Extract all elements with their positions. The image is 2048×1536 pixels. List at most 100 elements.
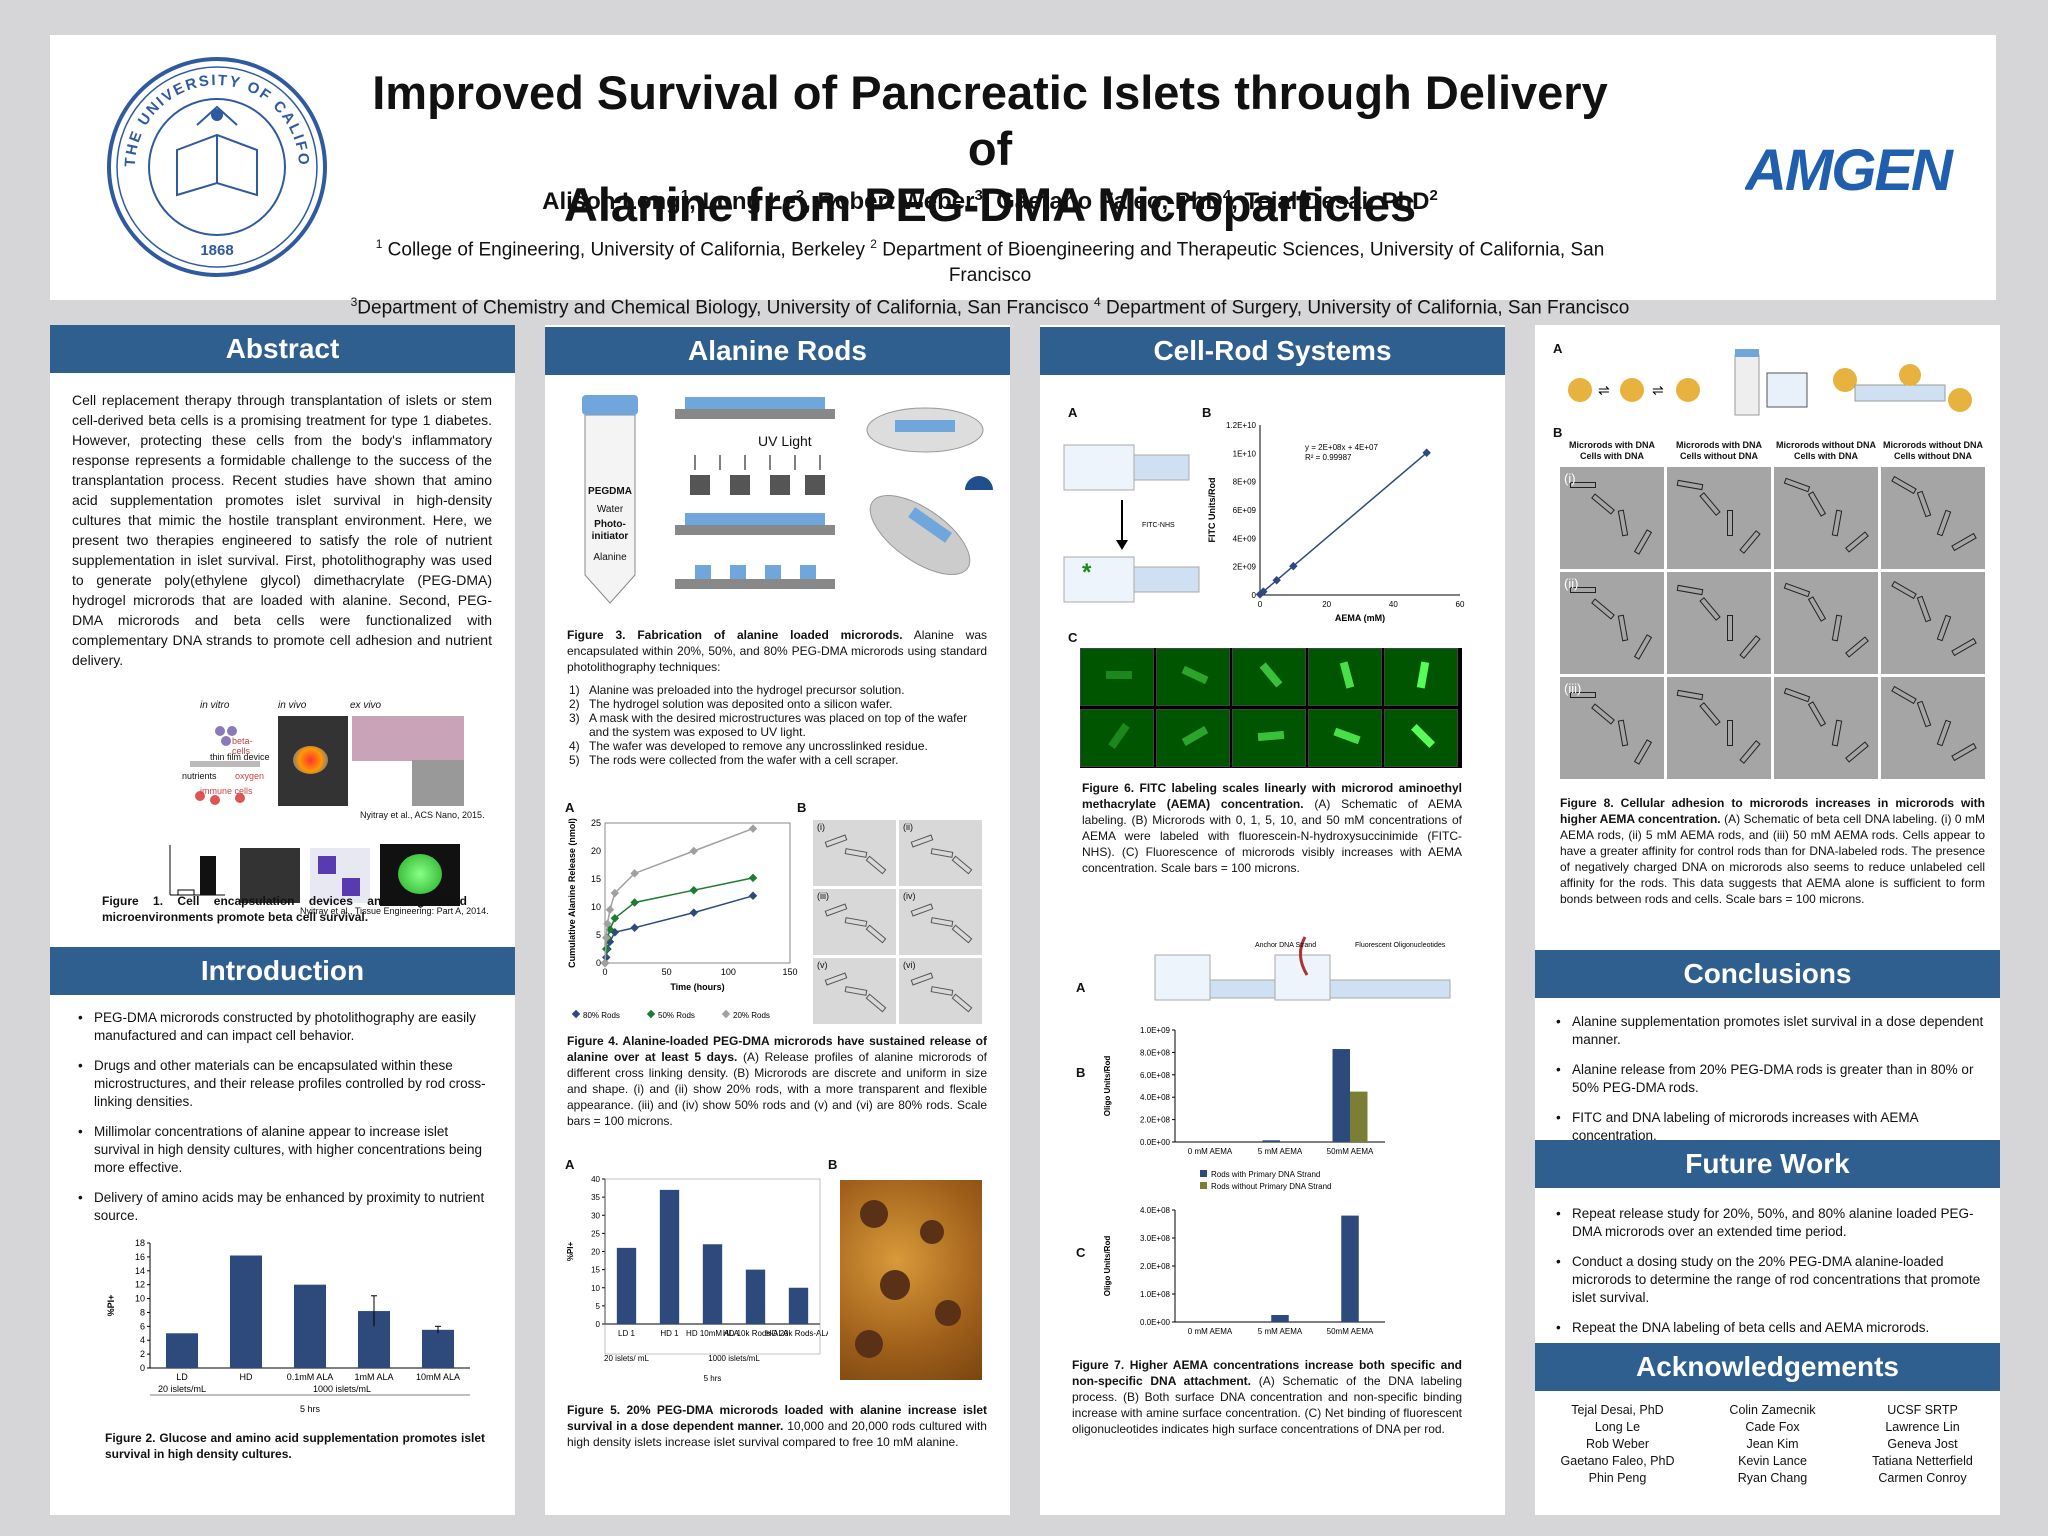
fig6-green-rod (1257, 730, 1285, 742)
data-point (630, 923, 639, 932)
future-work-bullets: Repeat release study for 20%, 50%, and 8… (1550, 1205, 1990, 1349)
fig1-sem-image (412, 760, 464, 806)
microrod (1617, 719, 1629, 747)
figure-3-caption: Figure 3. Fabrication of alanine loaded … (567, 627, 987, 767)
figure-2-caption: Figure 2. Glucose and amino acid supplem… (105, 1431, 485, 1461)
y-tick-label: 5 (596, 1302, 601, 1311)
affiliation-line-2: 3Department of Chemistry and Chemical Bi… (350, 295, 1630, 319)
fig8-row-label: (iii) (1564, 681, 1582, 696)
bar (702, 1244, 723, 1324)
ack-name: Tatiana Netterfield (1872, 1454, 1973, 1468)
data-point (748, 873, 758, 883)
fig8-row-label: (i) (1564, 471, 1576, 486)
microrod (1676, 479, 1704, 491)
fig7-panel-a-letter: A (1076, 980, 1086, 995)
microrod (1831, 614, 1843, 642)
figure-5-caption: Figure 5. 20% PEG-DMA microrods loaded w… (567, 1403, 987, 1449)
microrod (1916, 490, 1932, 518)
microrod (1807, 596, 1827, 622)
author-name: Gaetano Faleo, PhD (996, 188, 1223, 215)
microrod (1591, 598, 1615, 620)
fig1-label-oxygen: oxygen (235, 771, 265, 781)
y-tick-label: 40 (591, 1175, 600, 1184)
y-tick-label: 4E+09 (1233, 534, 1257, 543)
microrod (1676, 689, 1704, 701)
fig3-label-pegdma: PEGDMA (588, 486, 632, 497)
fig3-steps-list: 1) Alanine was preloaded into the hydroge… (567, 683, 987, 767)
affiliation-line-1: 1 College of Engineering, University of … (375, 237, 1605, 287)
figure-5b-islet-image (840, 1180, 982, 1380)
conclusions-bullets: Alanine supplementation promotes islet s… (1550, 1013, 1990, 1157)
fig3-photolithography-steps (675, 397, 835, 589)
y-tick-label: 30 (591, 1211, 600, 1220)
introduction-bullet: Drugs and other materials can be encapsu… (72, 1057, 492, 1111)
conclusions-heading: Conclusions (1535, 950, 2000, 998)
fig6-fluorescence-tile (1232, 709, 1306, 767)
group-label: 5 hrs (300, 1404, 321, 1414)
y-tick-label: 16 (135, 1252, 145, 1262)
bar (659, 1189, 680, 1324)
future-work-bullet: Conduct a dosing study on the 20% PEG-DM… (1550, 1253, 1990, 1307)
fig6-green-rod (1416, 661, 1430, 689)
microrod (1831, 509, 1843, 537)
fig4-micrograph-label: (vi) (903, 960, 916, 970)
microrod (1936, 614, 1952, 642)
microrod (910, 834, 934, 848)
x-tick-label: 50mM AEMA (1327, 1327, 1374, 1336)
author-affiliation-sup: 1 (680, 187, 690, 204)
fig1-purple-square (342, 878, 360, 896)
fig8-micrograph (1667, 467, 1771, 569)
microrod (1845, 531, 1869, 553)
figure-6a-schematic: * FITC-NHS (1063, 444, 1200, 603)
microrod (824, 972, 848, 986)
x-tick-label: HD 10mM ALA (686, 1329, 740, 1338)
fig6-fluorescence-tile (1080, 709, 1154, 767)
y-tick-label: 10 (135, 1294, 145, 1304)
fig3-step-number: 2) (569, 697, 580, 711)
microrod (1727, 510, 1733, 536)
fig3-tube-body (584, 415, 636, 604)
svg-text:⇌: ⇌ (1652, 382, 1664, 398)
y-tick-label: 10 (591, 1284, 600, 1293)
microrod (1891, 475, 1917, 495)
fig4-micrograph-label: (ii) (903, 822, 913, 832)
amgen-logo: AMGEN (1745, 138, 1956, 203)
ack-name: Tejal Desai, PhD (1571, 1403, 1664, 1417)
figure-6b-scatter-chart: 0 2E+09 4E+09 6E+09 8E+09 1E+10 1.2E+10 0 20 40 60… (1207, 421, 1465, 623)
y-tick-label: 1.0E+08 (1140, 1290, 1171, 1299)
fig4-micrograph-label: (iii) (817, 891, 829, 901)
microrod (1570, 482, 1596, 488)
plot-frame (604, 822, 791, 964)
fig8-micrograph (1774, 572, 1878, 674)
figure-1-schematic: in vitro in vivo ex vivo beta-cells thin… (160, 700, 490, 840)
x-tick-label: LD (176, 1372, 188, 1382)
figure-7c-bar-chart: 0.0E+00 1.0E+08 2.0E+08 3.0E+08 4.0E+08 0 mM … (1103, 1206, 1385, 1336)
ack-name: Cade Fox (1745, 1420, 1800, 1434)
microrod (1727, 720, 1733, 746)
conclusion-bullet: Alanine release from 20% PEG-DMA rods is… (1550, 1061, 1990, 1097)
microrod (1739, 740, 1761, 764)
fig3-step: 3) A mask with the desired microstructure… (567, 711, 987, 739)
fig8-micrograph (1881, 467, 1985, 569)
figure-7-caption: Figure 7. Higher AEMA concentrations inc… (1072, 1358, 1462, 1436)
bar (422, 1329, 454, 1368)
fig8-micrograph: (i) (1560, 467, 1664, 569)
legend-marker (721, 1009, 731, 1019)
fig1-label-beta-cells: beta-cells (232, 736, 253, 756)
x-tick-label: HD (240, 1372, 253, 1382)
fig8-micrograph (1774, 677, 1878, 779)
bar (294, 1284, 326, 1368)
microrod (1699, 702, 1721, 726)
affiliations: 1 College of Engineering, University of … (350, 231, 1630, 322)
bar (1262, 1140, 1280, 1142)
microrod (1831, 719, 1843, 747)
microrod (865, 855, 887, 875)
fig5-islet (935, 1300, 961, 1326)
y-tick-label: 6.0E+08 (1140, 1071, 1171, 1080)
fig3-step-text: The wafer was developed to remove any un… (589, 739, 928, 753)
microrod (1783, 582, 1811, 598)
fig3-label-photoinitiator: Photo-initiator (591, 519, 629, 542)
y-axis-label: Oligo Units/Rod (1103, 1056, 1112, 1117)
author-name: Robert Weber (817, 188, 975, 215)
